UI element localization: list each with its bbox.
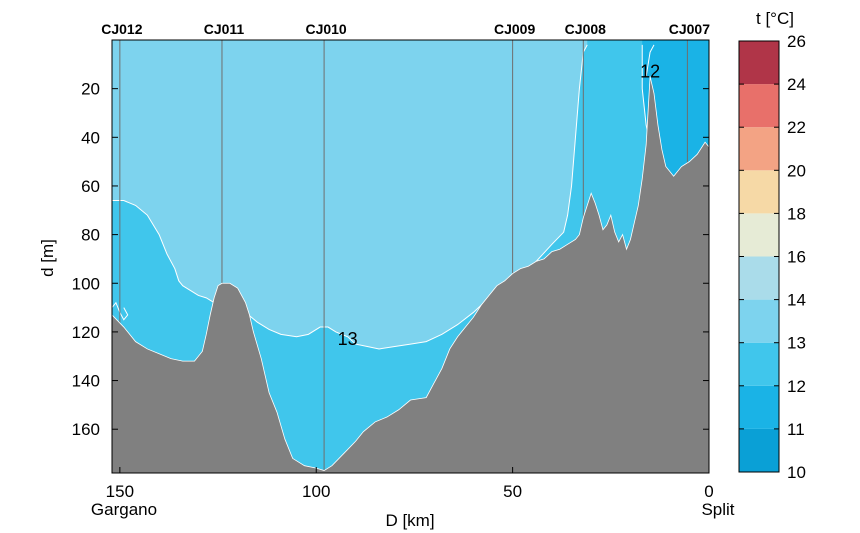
x-axis-ticks: 150 100 50 0	[106, 467, 714, 501]
y-tick-label: 120	[72, 323, 100, 342]
station-label: CJ012	[101, 21, 142, 37]
plot-overlay: 13 12	[338, 62, 660, 350]
y-tick-label: 100	[72, 274, 100, 293]
colorbar-tick-label: 13	[787, 334, 806, 353]
y-tick-label: 80	[81, 226, 100, 245]
colorbar-segment	[739, 170, 779, 214]
y-tick-label: 20	[81, 80, 100, 99]
y-tick-label: 140	[72, 372, 100, 391]
colorbar-tick-label: 10	[787, 463, 806, 482]
station-label: CJ008	[565, 21, 606, 37]
contour-label: 12	[640, 62, 660, 82]
x-axis-label: D [km]	[385, 511, 434, 530]
colorbar-tick-label: 14	[787, 291, 806, 310]
colorbar-tick-label: 12	[787, 377, 806, 396]
colorbar-segment	[739, 256, 779, 300]
colorbar-title: t [°C]	[756, 9, 794, 28]
station-label: CJ009	[494, 21, 535, 37]
end-label-right: Split	[701, 500, 734, 519]
seabed	[112, 76, 709, 473]
plot-area	[112, 40, 709, 473]
y-tick-label: 60	[81, 177, 100, 196]
y-axis-ticks: 20 40 60 80 100 120 140 160	[72, 80, 709, 439]
colorbar-tick-label: 26	[787, 32, 806, 51]
station-labels: CJ012 CJ011 CJ010 CJ009 CJ008 CJ007	[101, 21, 710, 37]
colorbar-tick-label: 22	[787, 118, 806, 137]
station-label: CJ007	[669, 21, 710, 37]
x-tick-label: 50	[503, 482, 522, 501]
colorbar-segment	[739, 41, 779, 85]
station-label: CJ010	[305, 21, 346, 37]
colorbar-tick-label: 11	[787, 420, 805, 439]
plot-frame	[111, 39, 710, 474]
colorbar-tick-label: 20	[787, 161, 806, 180]
station-label: CJ011	[204, 21, 245, 37]
end-label-left: Gargano	[91, 500, 157, 519]
y-axis-label: d [m]	[38, 239, 57, 277]
isotherm-13-line	[112, 44, 588, 350]
colorbar-segment	[739, 213, 779, 257]
colorbar-segment	[739, 127, 779, 171]
colorbar-segment	[739, 428, 779, 472]
y-tick-label: 40	[81, 128, 100, 147]
x-tick-label: 100	[302, 482, 330, 501]
colorbar-segment	[739, 385, 779, 429]
colorbar-tick-label: 18	[787, 204, 806, 223]
colorbar-segment	[739, 299, 779, 343]
colorbar-tick-label: 24	[787, 75, 806, 94]
colorbar-tick-label: 16	[787, 248, 806, 267]
isotherm-12-left-line	[112, 301, 129, 321]
x-tick-label: 0	[704, 482, 713, 501]
contour-label: 13	[338, 329, 358, 349]
colorbar: 10 11 12 13 14 16 18 20 22 24 26	[738, 32, 806, 482]
water-13-14c	[112, 40, 588, 349]
y-tick-label: 160	[72, 420, 100, 439]
colorbar-segment	[739, 342, 779, 386]
x-tick-label: 150	[106, 482, 134, 501]
isotherm-12-upper-line	[645, 44, 655, 77]
colorbar-segment	[739, 84, 779, 128]
